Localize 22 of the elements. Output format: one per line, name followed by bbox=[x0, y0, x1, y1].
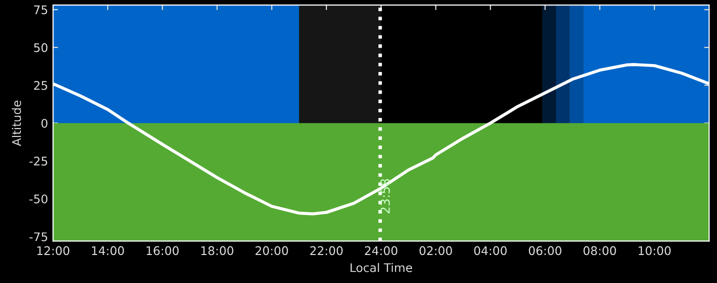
y-tick-label: -50 bbox=[29, 194, 48, 204]
x-tick-label: 04:00 bbox=[474, 246, 507, 256]
x-tick-label: 08:00 bbox=[584, 246, 616, 256]
x-tick-label: 22:00 bbox=[310, 246, 343, 256]
x-tick-label: 20:00 bbox=[256, 246, 288, 256]
x-tick-label: 24:00 bbox=[364, 246, 398, 256]
x-axis-title: Local Time bbox=[350, 262, 412, 272]
x-tick-label: 16:00 bbox=[146, 246, 179, 256]
y-tick-label: 75 bbox=[34, 6, 48, 14]
x-tick-label: 18:00 bbox=[201, 246, 234, 256]
y-axis-title: Altitude bbox=[12, 100, 22, 146]
x-tick-label: 12:00 bbox=[37, 246, 70, 256]
y-tick-label: 0 bbox=[41, 118, 48, 128]
x-tick-label: 02:00 bbox=[420, 246, 452, 256]
x-tick-label: 10:00 bbox=[638, 246, 671, 256]
ref-line-label: 23:58 bbox=[380, 179, 390, 214]
y-tick-label: 50 bbox=[34, 43, 48, 52]
y-tick-label: -75 bbox=[29, 232, 48, 242]
x-tick-label: 14:00 bbox=[92, 246, 124, 256]
x-tick-label: 06:00 bbox=[528, 246, 562, 256]
y-tick-label: 25 bbox=[34, 81, 48, 90]
y-tick-label: -25 bbox=[29, 156, 48, 166]
